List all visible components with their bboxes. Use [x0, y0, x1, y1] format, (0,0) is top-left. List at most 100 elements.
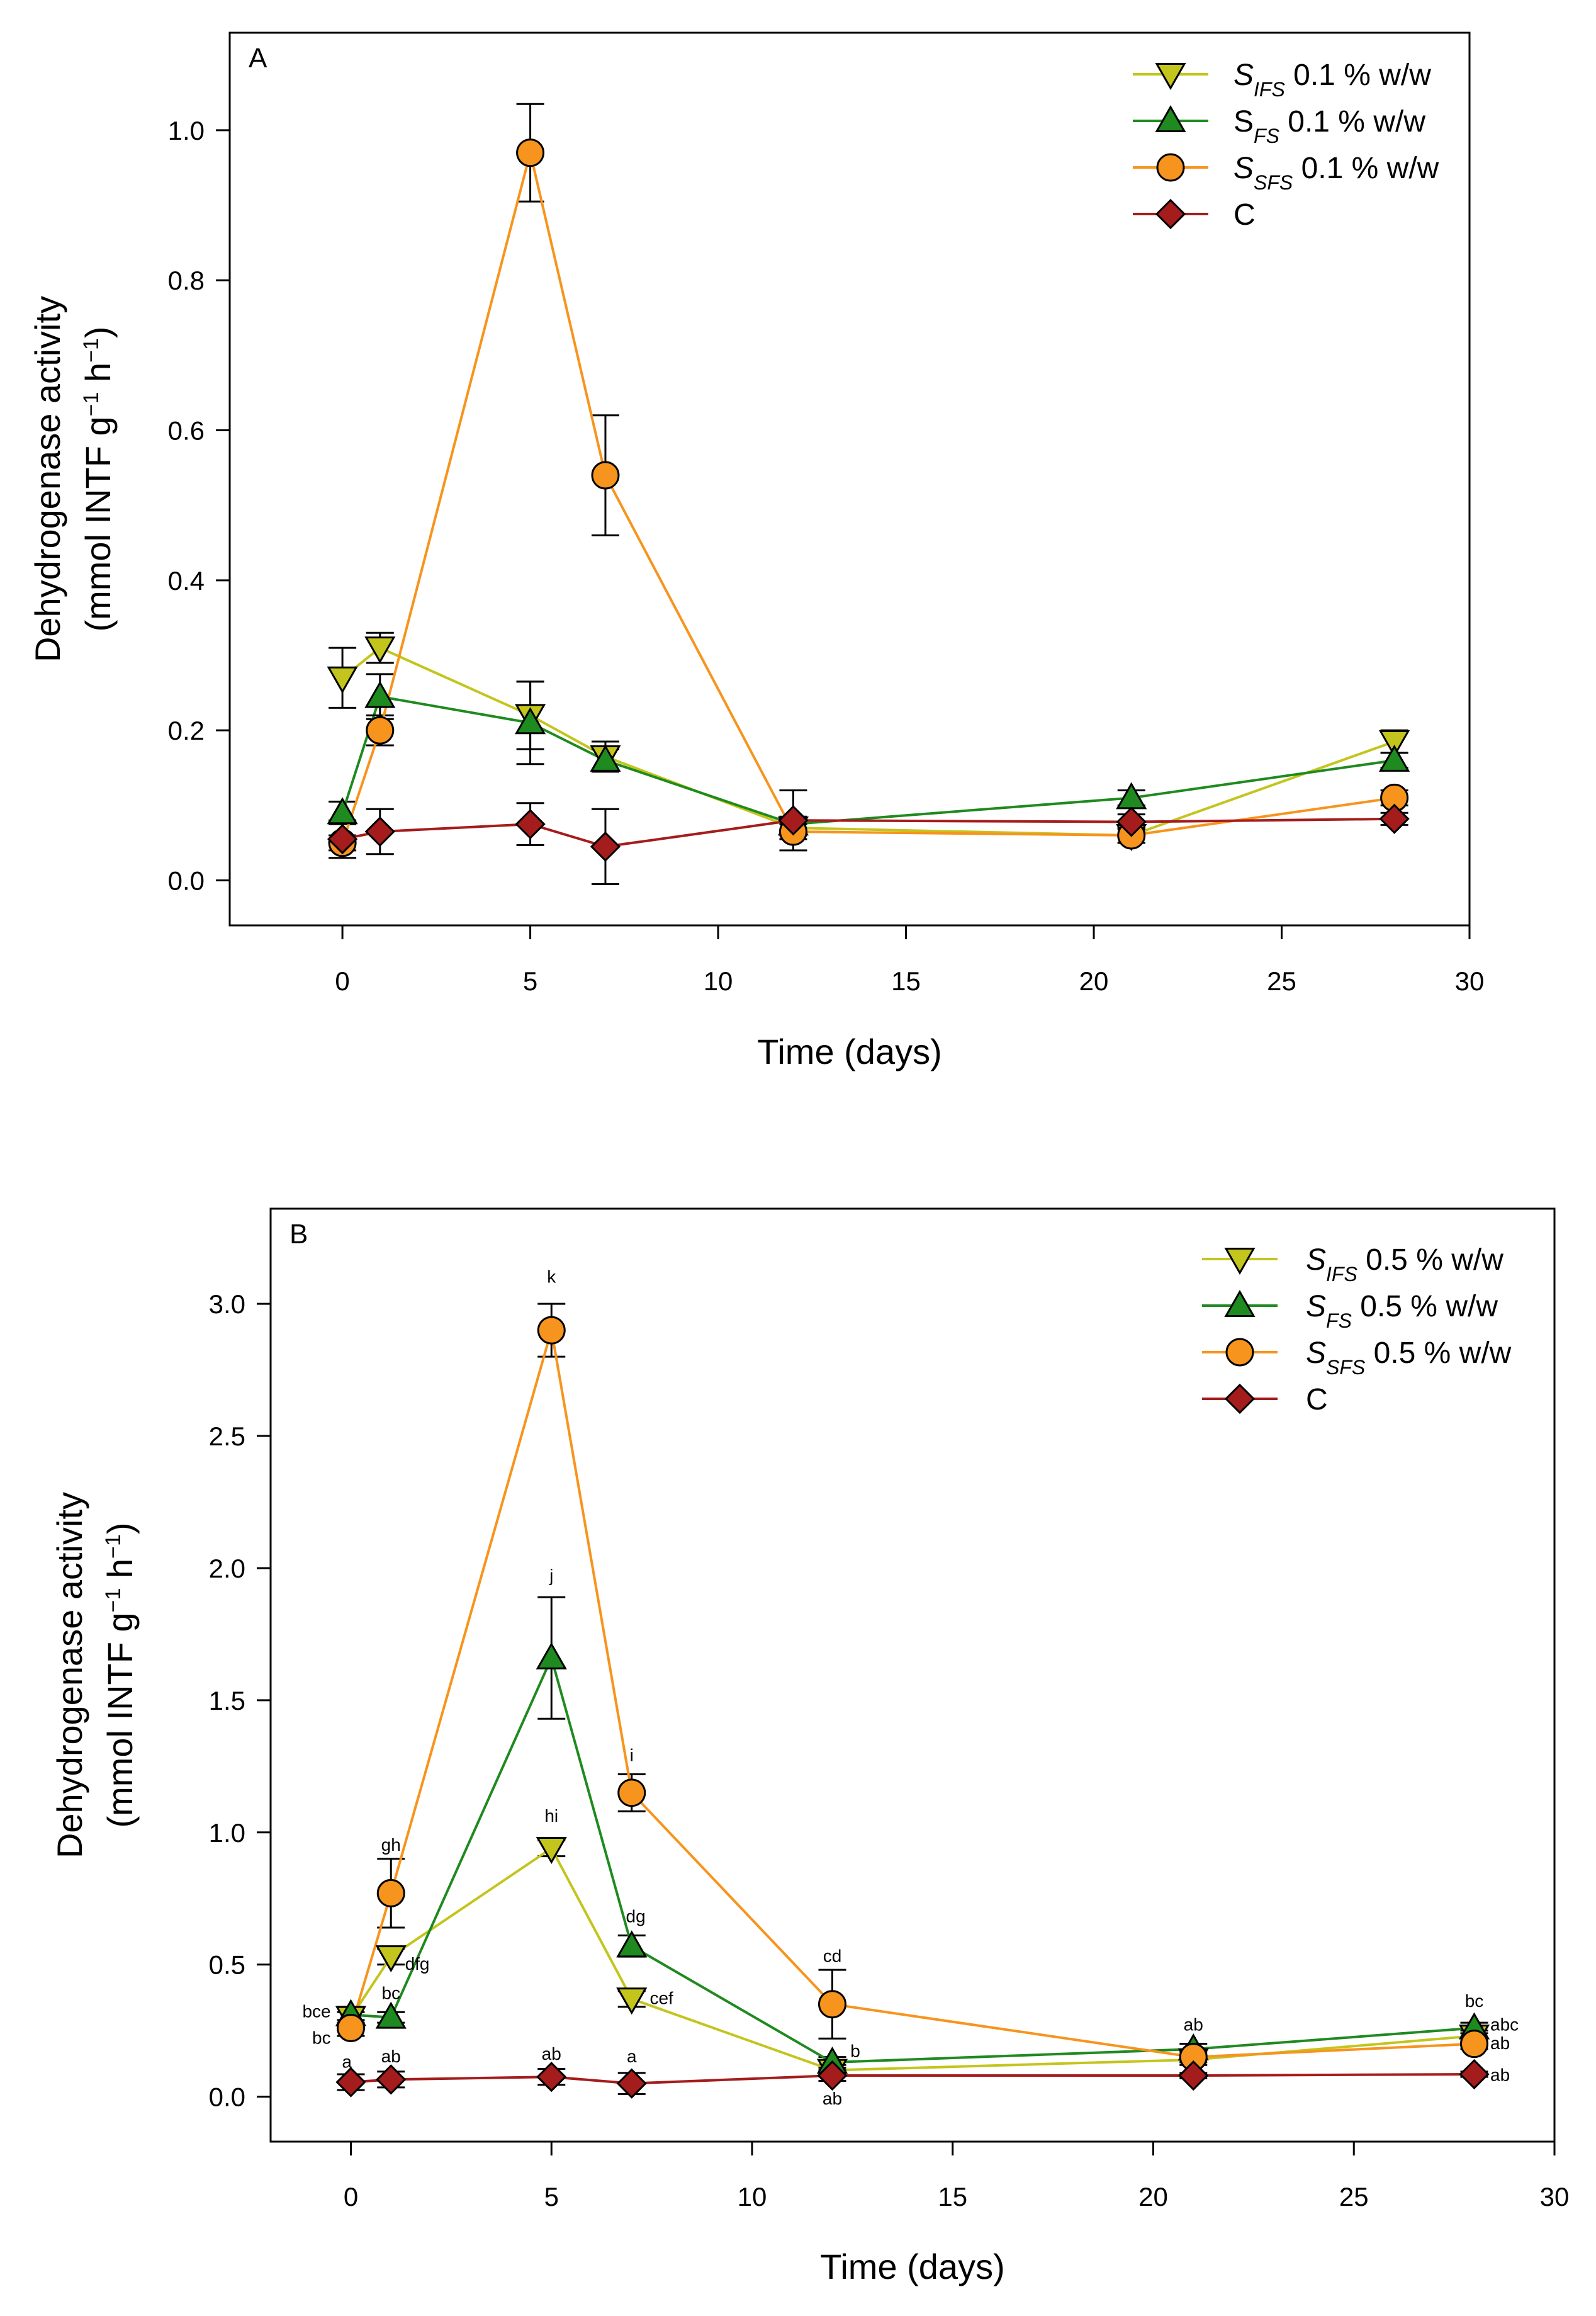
significance-letter: dg — [626, 1907, 646, 1926]
y-tick-label: 0.0 — [209, 2082, 245, 2112]
y-axis-title-line2: (mmol INTF g−1 h−1) — [100, 1522, 140, 1827]
data-point — [516, 138, 545, 167]
legend-label-main: S — [1234, 152, 1254, 185]
data-point — [616, 1930, 648, 1958]
data-point — [364, 636, 396, 664]
legend-label-main: S — [1306, 1290, 1326, 1323]
significance-letter: ab — [1184, 2015, 1203, 2035]
y-tick-label: 0.0 — [168, 866, 205, 896]
data-point — [366, 716, 395, 745]
data-point — [337, 2013, 365, 2042]
significance-letter: a — [627, 2047, 637, 2066]
chart-panel-a: A 0 5 10 15 20 25 30 0.0 0.2 0.4 0.6 0.8 1.0 Time (day… — [28, 31, 1485, 1071]
legend-label-rest: 0.5 % w/w — [1365, 1336, 1511, 1370]
data-point — [327, 797, 358, 825]
legend-label: SFS 0.1 % w/w — [1234, 105, 1425, 147]
x-tick-label: 10 — [704, 966, 733, 996]
significance-letter: b — [850, 2042, 860, 2061]
y-axis-unit-exponent: −1 — [101, 1588, 125, 1613]
data-point — [818, 1990, 846, 2019]
data-point — [1459, 2059, 1490, 2090]
x-tick-label: 25 — [1339, 2182, 1369, 2211]
significance-letter: ab — [1490, 2065, 1510, 2084]
data-point — [1379, 730, 1410, 758]
legend-label: C — [1306, 1383, 1328, 1416]
data-point — [616, 2068, 647, 2099]
legend-entry-sifs: SIFS 0.1 % w/w — [1133, 59, 1431, 101]
data-point — [778, 805, 809, 836]
series-markers-ssfs — [328, 138, 1409, 857]
series-line — [341, 695, 1395, 826]
legend-label-rest: 0.1 % w/w — [1293, 152, 1439, 185]
y-axis-title-line1: Dehydrogenase activity — [28, 296, 67, 662]
panel-label: B — [289, 1219, 308, 1250]
legend-entry-sifs: SIFS 0.5 % w/w — [1202, 1243, 1503, 1285]
series-markers-sifs — [335, 1836, 1490, 2086]
significance-letter: cef — [649, 1989, 673, 2008]
legend-marker — [1224, 1248, 1256, 1275]
y-axis-unit-exponent: −1 — [79, 392, 103, 417]
legend-marker — [1155, 198, 1186, 230]
y-tick-label: 2.0 — [209, 1554, 245, 1583]
legend-marker — [1156, 153, 1185, 182]
significance-letter: bc — [312, 2028, 331, 2048]
legend-label-subscript: SFS — [1326, 1356, 1365, 1379]
legend-label-rest: 0.1 % w/w — [1279, 105, 1425, 138]
x-tick-label: 30 — [1540, 2182, 1570, 2211]
data-point — [1178, 2060, 1209, 2091]
legend-label-rest: 0.5 % w/w — [1357, 1243, 1503, 1277]
x-tick-label: 30 — [1455, 966, 1485, 996]
legend-label-subscript: SFS — [1254, 171, 1293, 194]
legend-label-main: S — [1234, 59, 1254, 92]
significance-letter: abc — [1490, 2015, 1519, 2035]
y-axis-unit-exponent: −1 — [101, 1534, 125, 1559]
series-line — [351, 1654, 1475, 2064]
series-ssfs — [337, 1302, 1488, 2064]
legend-marker — [1155, 63, 1186, 91]
data-point — [1460, 2030, 1488, 2059]
legend-label-rest: 0.1 % w/w — [1285, 59, 1431, 92]
legend-entry-ssfs: SSFS 0.5 % w/w — [1202, 1336, 1512, 1379]
y-axis-title-line1: Dehydrogenase activity — [50, 1492, 89, 1858]
plot-frame — [269, 1207, 1556, 2143]
data-point — [327, 823, 358, 855]
legend-label: C — [1234, 198, 1256, 232]
data-point — [536, 1836, 567, 1865]
legend-label-main: S — [1234, 105, 1254, 138]
legend-label: SSFS 0.5 % w/w — [1306, 1336, 1512, 1379]
data-point — [1379, 803, 1410, 834]
panel-label: A — [249, 43, 267, 74]
y-axis-unit-part: ) — [78, 326, 118, 338]
plot-frame — [228, 31, 1471, 927]
data-point — [515, 809, 546, 840]
data-point — [590, 831, 621, 862]
significance-letter: bce — [302, 2002, 330, 2021]
legend-marker — [1225, 1338, 1254, 1367]
legend-entry-sfs: SFS 0.1 % w/w — [1133, 105, 1425, 147]
data-point — [376, 2064, 407, 2095]
x-tick-label: 15 — [938, 2182, 967, 2211]
data-point — [327, 666, 358, 694]
x-tick-label: 5 — [523, 966, 537, 996]
significance-letter: ab — [542, 2044, 561, 2064]
data-point — [375, 1945, 407, 1973]
y-tick-label: 0.6 — [168, 416, 205, 446]
legend-label: SFS 0.5 % w/w — [1306, 1290, 1498, 1332]
series-markers-c — [335, 2059, 1490, 2099]
legend-label-rest: 0.5 % w/w — [1352, 1290, 1498, 1323]
significance-letter: hi — [544, 1806, 558, 1826]
data-point — [536, 2062, 567, 2093]
x-tick-label: 10 — [738, 2182, 767, 2211]
y-axis-unit-part: ) — [100, 1522, 140, 1534]
x-tick-label: 0 — [344, 2182, 358, 2211]
legend-entry-c: C — [1202, 1383, 1328, 1416]
x-axis-title: Time (days) — [820, 2247, 1005, 2286]
series-line — [341, 152, 1395, 844]
series-markers-ssfs — [337, 1316, 1488, 2072]
legend-entry-c: C — [1133, 198, 1256, 232]
series-line — [351, 2072, 1475, 2085]
legend-label-main: S — [1306, 1243, 1326, 1277]
y-tick-label: 0.8 — [168, 266, 205, 295]
series-markers-sfs — [327, 681, 1410, 836]
